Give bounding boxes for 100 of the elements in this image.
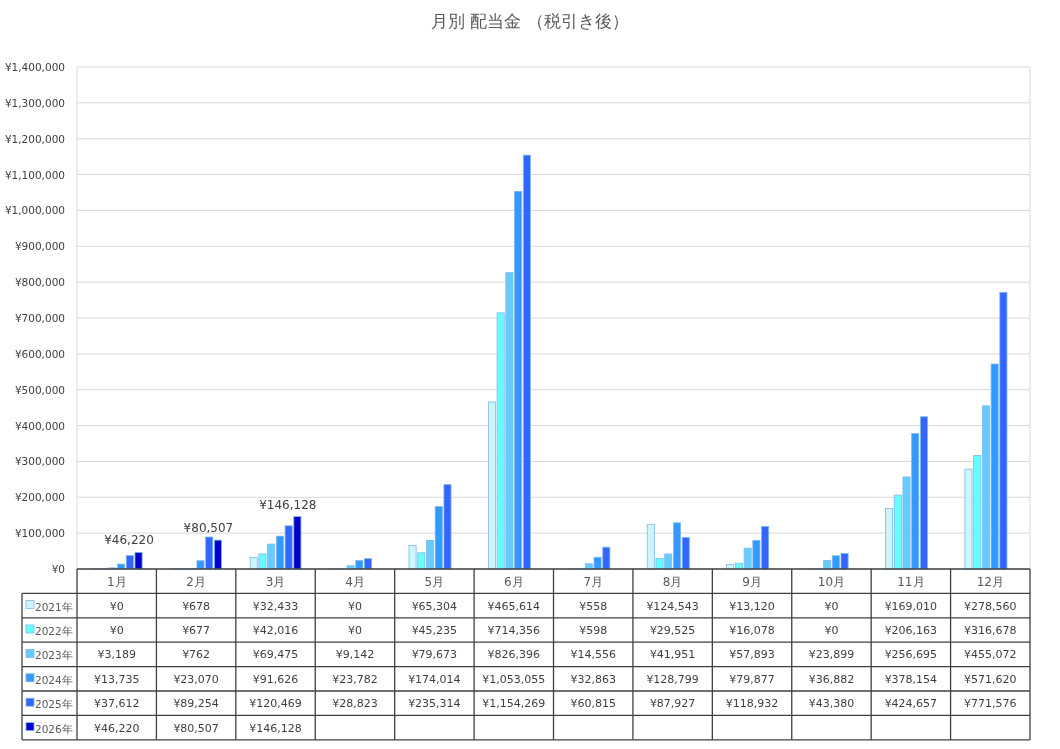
data-label: ¥571,620	[964, 672, 1017, 686]
y-tick-label: ¥1,400,000	[4, 61, 65, 73]
x-tick-label: 6月	[503, 575, 524, 590]
y-tick-label: ¥200,000	[14, 491, 65, 504]
y-tick-label: ¥0	[51, 563, 65, 575]
data-label: ¥80,507	[173, 721, 219, 735]
data-label: ¥762	[182, 648, 211, 662]
data-label: ¥465,614	[487, 599, 541, 613]
legend-label: 2023年	[35, 649, 73, 662]
data-label: ¥316,678	[964, 624, 1017, 637]
y-tick-label: ¥1,200,000	[4, 132, 65, 145]
data-label: ¥69,475	[252, 648, 299, 662]
x-tick-label: 3月	[265, 575, 286, 590]
text: ¥80,507	[183, 521, 234, 536]
data-label: ¥146,128	[249, 721, 302, 735]
y-tick-label: ¥900,000	[14, 240, 65, 253]
data-label: ¥79,877	[729, 672, 775, 686]
y-tick-label: ¥700,000	[14, 312, 65, 324]
legend-label: 2025年	[35, 698, 73, 711]
data-label: ¥32,433	[252, 599, 299, 613]
data-label: ¥235,314	[408, 697, 461, 711]
data-label: ¥13,735	[93, 672, 140, 686]
data-label: ¥558	[579, 599, 608, 613]
y-tick-label: ¥600,000	[14, 347, 65, 360]
data-label: ¥206,163	[884, 624, 938, 637]
y-tick-label: ¥800,000	[14, 276, 65, 289]
legend-label: 2021年	[35, 600, 73, 613]
data-label: ¥57,893	[729, 648, 775, 662]
data-label: ¥36,882	[808, 672, 855, 686]
data-label: ¥174,014	[408, 672, 461, 686]
data-label: ¥120,469	[249, 697, 302, 711]
x-tick-label: 2月	[186, 575, 206, 590]
chart-title: 月別 配当金 （税引き後）	[431, 11, 629, 31]
data-label: ¥0	[824, 599, 839, 613]
data-label: ¥32,863	[570, 672, 616, 686]
data-label: ¥678	[182, 599, 211, 613]
x-tick-label: 4月	[345, 575, 365, 590]
data-label: ¥278,560	[964, 599, 1017, 613]
data-label: ¥23,782	[332, 672, 378, 686]
data-label: ¥826,396	[487, 648, 541, 662]
data-label: ¥29,525	[649, 624, 696, 637]
data-label: ¥771,576	[964, 697, 1017, 711]
legend-label: 2022年	[35, 625, 73, 637]
y-tick-label: ¥1,000,000	[4, 204, 65, 217]
data-label: ¥677	[182, 624, 211, 637]
data-label: ¥0	[824, 624, 839, 637]
data-label: ¥124,543	[646, 599, 699, 613]
data-label: ¥46,220	[93, 721, 140, 735]
text: ¥146,128	[259, 497, 317, 512]
data-label: ¥23,899	[808, 648, 855, 662]
data-label: ¥598	[579, 624, 608, 637]
data-label: ¥378,154	[884, 672, 938, 686]
x-tick-label: 9月	[742, 575, 762, 590]
data-label: ¥128,799	[646, 672, 699, 686]
y-tick-label: ¥400,000	[14, 419, 65, 432]
data-label: ¥60,815	[570, 697, 616, 711]
data-label: ¥14,556	[570, 648, 616, 662]
data-label: ¥37,612	[93, 697, 140, 711]
data-label: ¥256,695	[884, 648, 938, 662]
data-label: ¥169,010	[884, 599, 938, 613]
data-label: ¥1,053,055	[482, 672, 546, 686]
data-label: ¥28,823	[332, 697, 378, 711]
x-tick-label: 5月	[424, 575, 445, 590]
data-label: ¥455,072	[964, 648, 1017, 662]
y-tick-label: ¥300,000	[14, 455, 65, 468]
data-label: ¥91,626	[252, 672, 299, 686]
x-tick-label: 11月	[897, 575, 925, 590]
data-label: ¥45,235	[411, 624, 458, 637]
legend-label: 2026年	[35, 722, 73, 735]
text: ¥46,220	[104, 533, 154, 548]
data-label: ¥87,927	[649, 697, 696, 711]
y-tick-label: ¥100,000	[14, 527, 65, 540]
data-label: ¥23,070	[173, 672, 219, 686]
x-tick-label: 10月	[817, 575, 846, 590]
x-tick-label: 7月	[583, 575, 604, 590]
data-label: ¥424,657	[884, 697, 938, 711]
data-label: ¥0	[109, 599, 124, 613]
y-tick-label: ¥500,000	[14, 383, 65, 396]
x-tick-label: 8月	[662, 575, 683, 590]
y-tick-label: ¥1,300,000	[4, 96, 65, 109]
data-label: ¥16,078	[729, 624, 775, 637]
data-label: ¥3,189	[97, 648, 136, 662]
data-label: ¥0	[109, 624, 124, 637]
x-tick-label: 12月	[976, 575, 1004, 590]
data-label: ¥42,016	[252, 624, 299, 637]
data-label: ¥0	[347, 624, 362, 637]
data-label: ¥89,254	[173, 697, 219, 711]
data-label: ¥41,951	[649, 648, 696, 662]
data-label: ¥1,154,269	[482, 697, 546, 711]
data-label: ¥0	[347, 599, 362, 613]
x-tick-label: 1月	[106, 575, 127, 590]
data-label: ¥118,932	[725, 697, 779, 711]
legend-label: 2024年	[35, 673, 73, 686]
data-label: ¥9,142	[335, 648, 375, 662]
data-label: ¥13,120	[729, 599, 775, 613]
y-tick-label: ¥1,100,000	[4, 168, 65, 181]
data-label: ¥43,380	[808, 697, 855, 711]
data-label: ¥714,356	[487, 624, 541, 637]
data-label: ¥65,304	[411, 599, 458, 613]
data-label: ¥79,673	[411, 648, 458, 662]
